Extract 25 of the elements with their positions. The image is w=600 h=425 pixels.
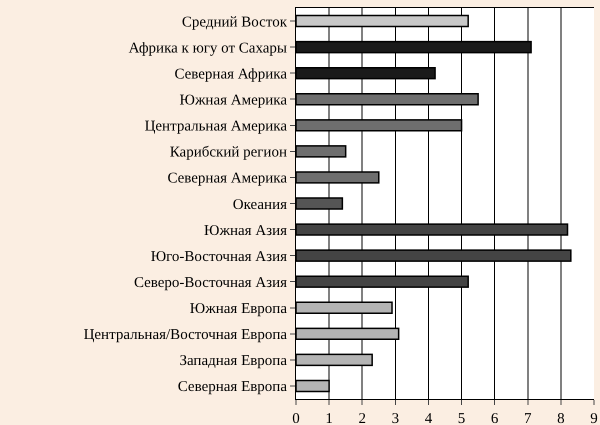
y-tick-label: Южная Америка (179, 92, 288, 108)
y-tick-label: Океания (232, 196, 288, 213)
x-tick-label: 2 (358, 411, 366, 425)
x-tick-label: 9 (590, 411, 598, 425)
x-tick-label: 8 (557, 411, 565, 425)
x-tick-label: 4 (424, 411, 433, 425)
x-tick-label: 6 (490, 411, 499, 425)
x-tick-label: 0 (292, 411, 300, 425)
y-tick-label: Северная Европа (178, 379, 288, 396)
y-tick-label: Карибский регион (170, 144, 287, 161)
y-tick-label: Западная Европа (179, 353, 288, 370)
x-tick-label: 7 (524, 411, 532, 425)
y-tick-label: Центральная/Восточная Европа (84, 327, 288, 344)
y-tick-label: Южная Европа (190, 301, 288, 318)
y-tick-label: Северо-Восточная Азия (134, 274, 288, 291)
x-tick-label: 1 (325, 411, 333, 425)
x-tick-label: 3 (392, 411, 400, 425)
y-tick-label: Средний Восток (182, 14, 288, 30)
y-tick-label: Африка к югу от Сахары (128, 40, 287, 56)
y-tick-label: Северная Африка (174, 66, 288, 82)
y-tick-label: Центральная Америка (144, 118, 288, 135)
y-tick-label: Юго-Восточная Азия (150, 248, 288, 265)
x-tick-label: 5 (458, 411, 466, 425)
y-tick-label: Южная Азия (204, 222, 288, 239)
y-tick-label: Северная Америка (167, 170, 288, 187)
